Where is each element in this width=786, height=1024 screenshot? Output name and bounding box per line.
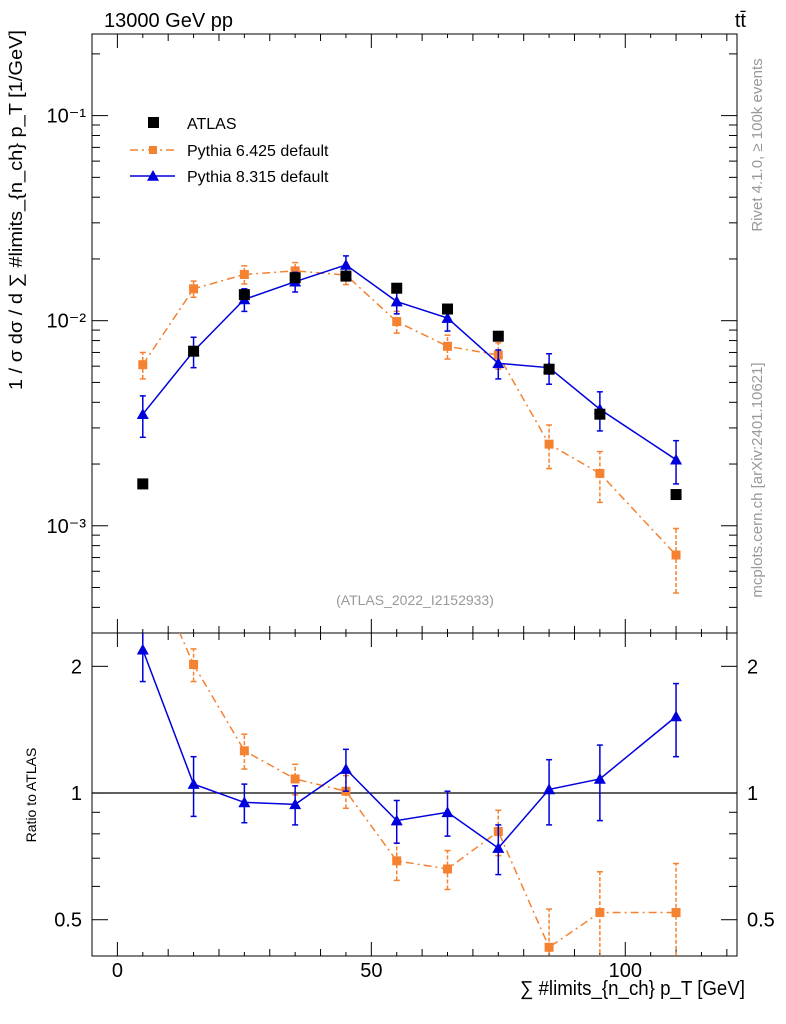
main-atlas-point [670,489,682,501]
legend-pythia8-marker [147,170,159,181]
ratio-y-tick-label-right: 0.5 [747,910,775,932]
ratio-pythia8-point [593,772,606,784]
x-axis-label: ∑ #limits_{n_ch} p_T [GeV] [520,978,745,1000]
main-pythia8-line [142,264,677,461]
legend-entry-label: Pythia 6.425 default [187,143,329,160]
main-atlas-point [340,270,352,282]
ratio-pythia6-point [671,908,681,918]
ratio-y-tick-label-right: 1 [747,783,758,805]
main-atlas-point [289,272,301,284]
main-atlas-point [442,303,454,315]
ratio-pythia8-point [670,710,683,722]
main-atlas-point [543,363,555,375]
ratio-pythia8-point [339,763,352,774]
legend-entry-label: Pythia 8.315 default [187,169,329,186]
main-pythia6-point [239,269,249,279]
x-tick-label: 0 [112,960,123,982]
ratio-pythia8-point [289,798,302,810]
main-pythia6-point [443,341,453,351]
ratio-y-tick-label: 2 [71,656,82,678]
main-pythia8-point [339,258,352,270]
ratio-pythia6-point [443,864,453,874]
main-pythia6-point [290,266,300,276]
main-pythia8-point [441,312,454,323]
analysis-label: (ATLAS_2022_I2152933) [336,592,494,608]
ratio-y-tick-label: 1 [71,783,82,805]
rivet-label: Rivet 4.1.0, ≥ 100k events [749,58,766,231]
main-atlas-point [188,345,200,357]
x-tick-label: 100 [609,960,642,982]
ratio-pythia6-point [595,908,605,918]
main-y-tick-label: 10⁻¹ [47,106,87,128]
ratio-pythia8-point [492,842,505,853]
ratio-pythia8-point [136,643,149,655]
ratio-pythia8-point [187,778,200,789]
process-label: tt̄ [735,10,747,32]
ratio-pythia6-point [138,545,147,554]
legend-atlas-marker [148,117,159,128]
main-pythia8-point [492,357,505,369]
main-y-tick-label: 10⁻³ [47,516,87,538]
ratio-pythia6-point [239,746,249,756]
main-atlas-point [391,282,403,294]
ratio-pythia8-point [543,783,556,795]
ratio-pythia8-point [390,814,403,826]
legend-pythia6-marker [149,146,157,154]
main-pythia6-point [671,550,681,560]
main-y-axis-label: 1 / σ dσ / d ∑ #limits_{n_ch} p_T [1/GeV… [6,30,27,390]
main-atlas-point [492,330,504,342]
main-pythia8-point [136,408,149,419]
ratio-pythia6-point [290,774,300,784]
main-atlas-point [137,478,149,490]
ratio-pythia8-point [238,796,251,808]
main-pythia6-point [595,468,605,478]
ratio-y-tick-label-right: 2 [747,656,758,678]
main-pythia8-point [670,453,683,465]
x-tick-label: 50 [360,960,382,982]
main-pythia6-point [189,284,199,294]
main-y-tick-label: 10⁻² [47,311,87,333]
ratio-pythia8-point [441,806,454,818]
main-atlas-point [238,289,250,301]
ratio-pythia6-line [178,633,677,949]
main-pythia6-point [544,439,554,449]
ratio-pythia6-point [544,942,554,952]
legend-entry-label: ATLAS [187,116,237,133]
main-pythia6-line [142,270,677,556]
ratio-pythia8-line [142,649,677,850]
main-atlas-point [594,408,606,420]
ratio-pythia6-point [189,660,199,670]
ratio-panel-frame [91,632,738,957]
energy-label: 13000 GeV pp [104,10,233,32]
main-pythia6-point [138,360,148,370]
ratio-y-tick-label: 0.5 [54,910,82,932]
main-pythia6-point [392,317,402,327]
ratio-y-axis-label: Ratio to ATLAS [23,748,39,843]
main-pythia8-point [390,295,403,307]
ratio-pythia6-point [392,856,402,866]
site-label: mcplots.cern.ch [arXiv:2401.10621] [749,362,766,597]
